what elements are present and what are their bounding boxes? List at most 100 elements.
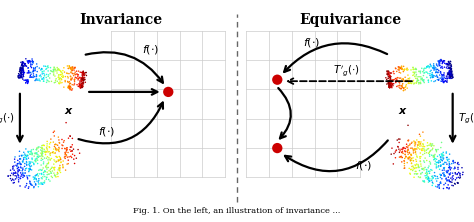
Point [26, 60, 34, 64]
Point [18, 76, 26, 80]
Point [414, 172, 421, 176]
Point [28, 63, 36, 66]
Point [446, 69, 453, 73]
Point [43, 147, 51, 151]
Point [33, 79, 41, 82]
Point [446, 162, 453, 165]
Point [42, 150, 49, 153]
Point [24, 79, 31, 82]
Point [53, 149, 60, 152]
Point [21, 62, 29, 65]
Point [53, 172, 61, 176]
Point [395, 137, 402, 141]
Point [445, 71, 453, 75]
Point [418, 147, 425, 151]
Point [20, 64, 28, 68]
Point [442, 77, 449, 80]
Point [386, 85, 393, 89]
Point [31, 177, 39, 180]
Point [404, 147, 412, 151]
Point [10, 164, 18, 168]
Point [35, 185, 42, 188]
Point [25, 163, 33, 166]
Point [68, 68, 76, 72]
Point [78, 82, 85, 86]
Point [64, 86, 72, 89]
Point [435, 63, 443, 66]
Point [393, 70, 401, 73]
Point [437, 173, 445, 177]
Point [51, 145, 58, 148]
Point [424, 147, 431, 151]
Point [396, 155, 403, 159]
Point [432, 174, 439, 178]
Point [59, 71, 66, 75]
Point [30, 186, 37, 189]
Point [76, 83, 83, 86]
Point [419, 78, 427, 82]
Point [421, 149, 428, 153]
Point [403, 66, 411, 70]
Point [10, 171, 18, 175]
Point [392, 80, 399, 83]
Point [432, 148, 439, 151]
Point [386, 83, 394, 87]
Point [50, 69, 57, 72]
Point [422, 168, 430, 171]
Point [444, 77, 451, 80]
Point [435, 61, 443, 65]
Point [446, 173, 453, 176]
Point [53, 143, 60, 146]
Point [408, 157, 416, 161]
Point [25, 69, 32, 73]
Point [410, 140, 418, 144]
Point [438, 141, 446, 144]
Point [79, 73, 87, 77]
Point [426, 169, 434, 173]
Point [446, 69, 454, 73]
Point [55, 166, 63, 170]
Point [50, 166, 57, 170]
Point [19, 62, 27, 65]
Point [419, 142, 426, 146]
Point [433, 179, 440, 183]
Point [456, 172, 464, 176]
Point [386, 75, 393, 78]
Point [440, 166, 448, 170]
Point [63, 149, 70, 153]
Point [429, 75, 437, 79]
Point [27, 72, 35, 76]
Point [81, 72, 89, 76]
Point [451, 166, 459, 170]
Point [17, 67, 25, 71]
Point [396, 66, 403, 69]
Point [58, 75, 65, 78]
Point [78, 85, 85, 89]
Point [443, 171, 451, 174]
Point [434, 68, 441, 71]
Point [78, 76, 86, 80]
Point [26, 167, 33, 170]
Point [66, 65, 73, 69]
Point [39, 150, 46, 153]
Point [26, 169, 33, 172]
Point [433, 149, 440, 152]
Point [410, 82, 418, 86]
Point [38, 153, 46, 157]
Point [19, 69, 27, 73]
Point [33, 178, 40, 181]
Point [27, 150, 35, 153]
Point [34, 173, 41, 176]
Point [57, 69, 64, 73]
Point [46, 145, 53, 149]
Point [429, 154, 437, 158]
Point [426, 160, 433, 163]
Point [43, 67, 51, 70]
Text: $f(\cdot)$: $f(\cdot)$ [142, 43, 159, 56]
Point [390, 162, 397, 166]
Point [384, 76, 392, 80]
Point [387, 85, 394, 89]
Point [431, 157, 438, 161]
Point [412, 141, 419, 144]
Point [23, 166, 30, 170]
